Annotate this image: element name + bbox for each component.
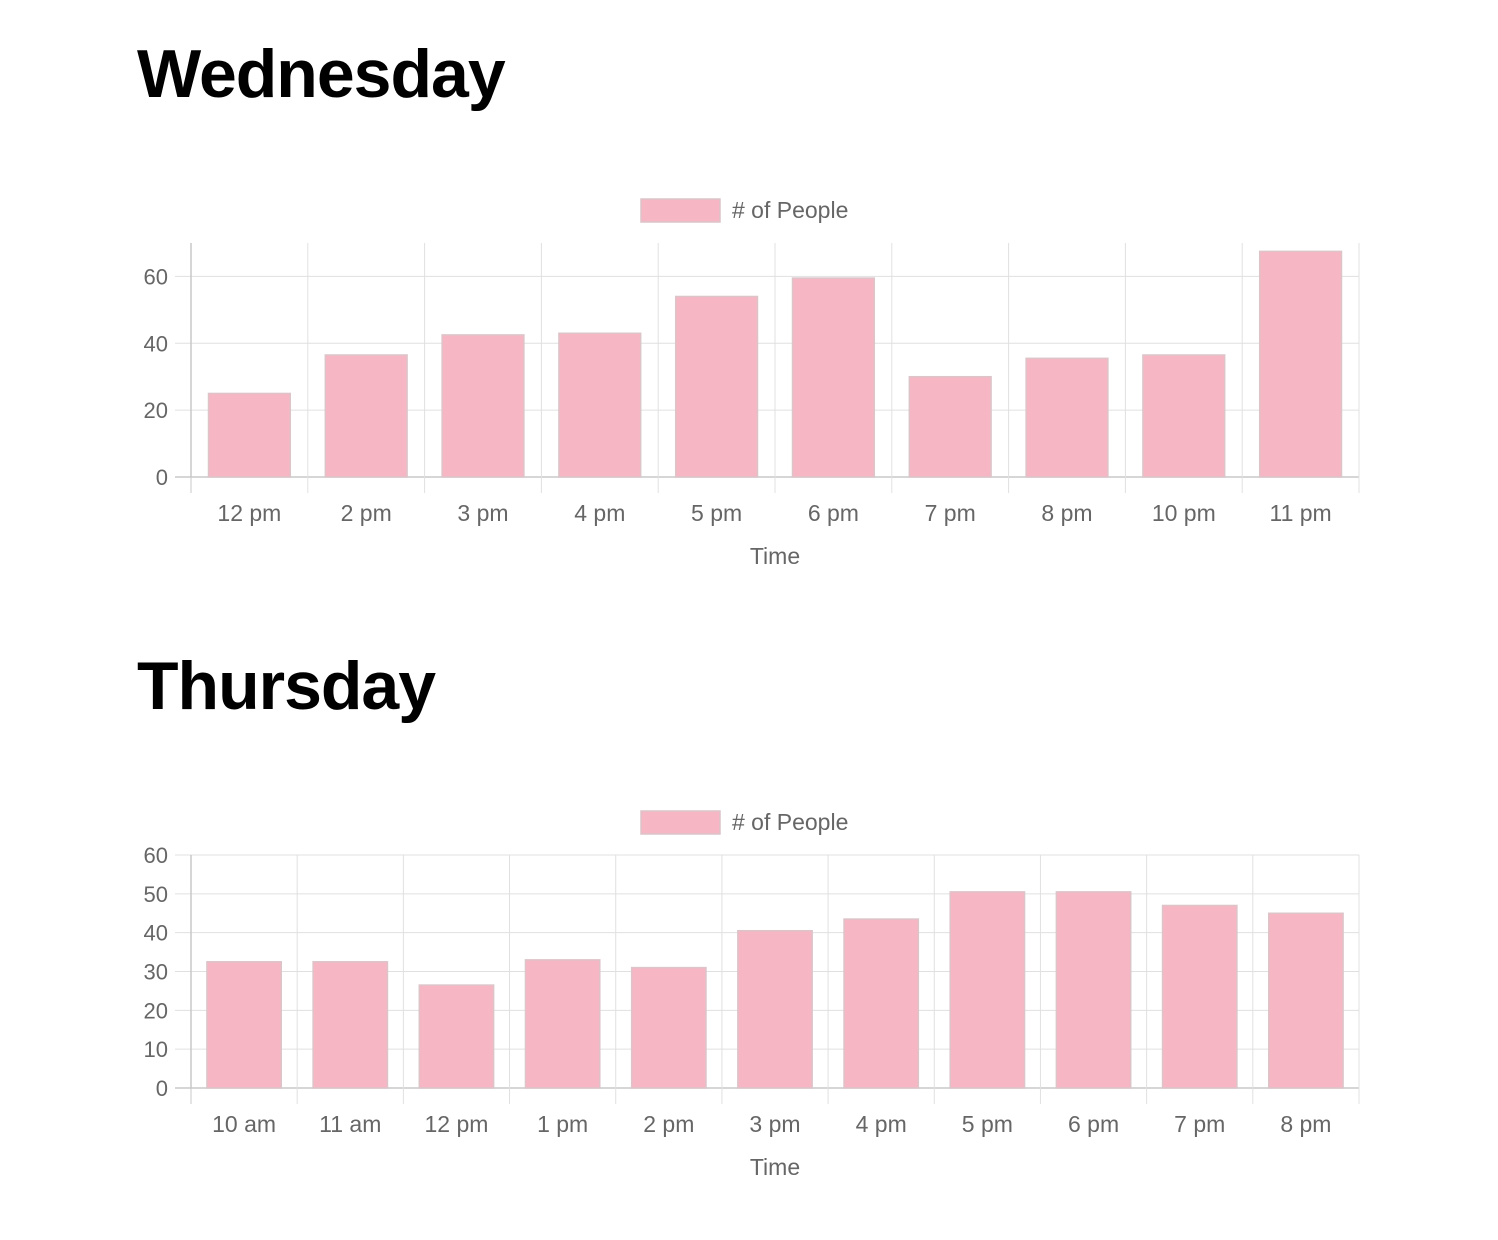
chart-1-x-tick-label: 5 pm xyxy=(962,1111,1013,1137)
chart-1-x-tick-label: 10 am xyxy=(212,1111,276,1137)
chart-1-bar-5-pm xyxy=(949,891,1026,1089)
chart-0-y-tick-label: 40 xyxy=(144,331,168,356)
chart-0-x-tick-label: 7 pm xyxy=(925,500,976,526)
chart-0-x-tick-label: 10 pm xyxy=(1152,500,1216,526)
chart-0-bar-8-pm xyxy=(1025,357,1109,478)
chart-1-y-tick-label: 0 xyxy=(156,1076,168,1101)
chart-0-y-tick-label: 0 xyxy=(156,465,168,490)
chart-0-bar-4-pm xyxy=(558,332,642,478)
chart-0-x-tick-label: 8 pm xyxy=(1041,500,1092,526)
chart-1-bar-4-pm xyxy=(843,918,920,1089)
chart-1-x-tick-label: 3 pm xyxy=(749,1111,800,1137)
chart-1-legend-swatch xyxy=(640,810,721,835)
chart-1-x-tick-label: 4 pm xyxy=(856,1111,907,1137)
chart-1-legend-label: # of People xyxy=(732,809,848,835)
chart-1-x-tick-label: 7 pm xyxy=(1174,1111,1225,1137)
chart-0-x-tick-label: 3 pm xyxy=(457,500,508,526)
chart-0-bar-11-pm xyxy=(1258,250,1343,478)
chart-1-y-tick-label: 50 xyxy=(144,882,168,907)
chart-1-bar-11-am xyxy=(312,961,389,1089)
chart-0-y-tick-label: 60 xyxy=(144,264,168,289)
chart-0-x-tick-label: 12 pm xyxy=(217,500,281,526)
chart-0-x-tick-label: 5 pm xyxy=(691,500,742,526)
chart-0-bar-7-pm xyxy=(908,375,992,478)
chart-1-x-tick-label: 12 pm xyxy=(424,1111,488,1137)
chart-1-bar-2-pm xyxy=(630,966,707,1089)
chart-0-bar-12-pm xyxy=(207,392,292,478)
chart-0-x-tick-label: 4 pm xyxy=(574,500,625,526)
chart-1-y-tick-label: 20 xyxy=(144,998,168,1023)
wednesday-bar-chart: # of People 0 20 40 60 12 pm 2 pm 3 pm 4 pm 5 pm 6… xyxy=(144,197,1360,569)
chart-0-bar-10-pm xyxy=(1142,354,1226,478)
chart-1-x-axis-title: Time xyxy=(750,1154,800,1180)
chart-1-bar-6-pm xyxy=(1055,891,1132,1089)
chart-1-x-tick-label: 11 am xyxy=(319,1111,381,1137)
chart-0-x-tick-label: 2 pm xyxy=(341,500,392,526)
chart-1-x-tick-label: 6 pm xyxy=(1068,1111,1119,1137)
chart-0-bar-5-pm xyxy=(674,295,759,478)
chart-1-y-tick-label: 60 xyxy=(144,843,168,868)
chart-1-bar-3-pm xyxy=(737,929,813,1089)
chart-0-x-tick-label: 6 pm xyxy=(808,500,859,526)
chart-0-bar-6-pm xyxy=(791,277,876,478)
chart-0-legend-label: # of People xyxy=(732,197,848,223)
chart-1-y-tick-label: 10 xyxy=(144,1037,168,1062)
chart-1-x-tick-label: 2 pm xyxy=(643,1111,694,1137)
chart-1-bar-7-pm xyxy=(1161,904,1238,1089)
chart-1-x-tick-label: 8 pm xyxy=(1280,1111,1331,1137)
chart-0-bar-2-pm xyxy=(324,354,408,478)
day-title-wednesday: Wednesday xyxy=(137,36,506,112)
thursday-bar-chart: # of People 0 10 20 30 40 50 60 10 am 11 am 12 pm 1… xyxy=(144,809,1360,1180)
chart-1-bar-1-pm xyxy=(524,959,601,1089)
chart-1-bar-8-pm xyxy=(1267,912,1344,1089)
chart-0-x-tick-label: 11 pm xyxy=(1269,500,1331,526)
chart-1-bar-10-am xyxy=(206,961,283,1089)
chart-1-y-tick-label: 40 xyxy=(144,921,168,946)
chart-1-x-tick-label: 1 pm xyxy=(537,1111,588,1137)
chart-1-bar-12-pm xyxy=(418,984,495,1089)
chart-0-legend-swatch xyxy=(640,198,721,223)
chart-1-y-tick-label: 30 xyxy=(144,960,168,985)
day-title-thursday: Thursday xyxy=(137,648,436,724)
chart-0-bar-3-pm xyxy=(441,334,525,478)
chart-0-x-axis-title: Time xyxy=(750,543,800,569)
chart-0-y-tick-label: 20 xyxy=(144,398,168,423)
